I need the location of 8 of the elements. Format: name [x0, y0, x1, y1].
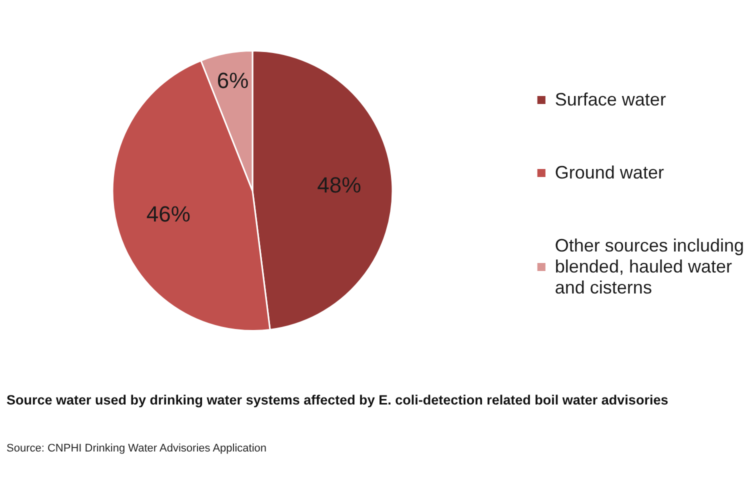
legend-label: Surface water: [554, 89, 666, 110]
data-label: 46%: [146, 201, 190, 226]
legend-label: Other sources including blended, hauled water and cisterns: [554, 235, 744, 298]
text: Source water used by drinking water systems affected by E. coli-detection related boil water advisories: [6, 392, 668, 408]
source-note: Source: CNPHI Drinking Water Advisories Application: [6, 442, 267, 454]
data-label: 6%: [216, 68, 249, 94]
data-label: 48%: [317, 172, 362, 198]
legend-label: Ground water: [554, 162, 664, 183]
